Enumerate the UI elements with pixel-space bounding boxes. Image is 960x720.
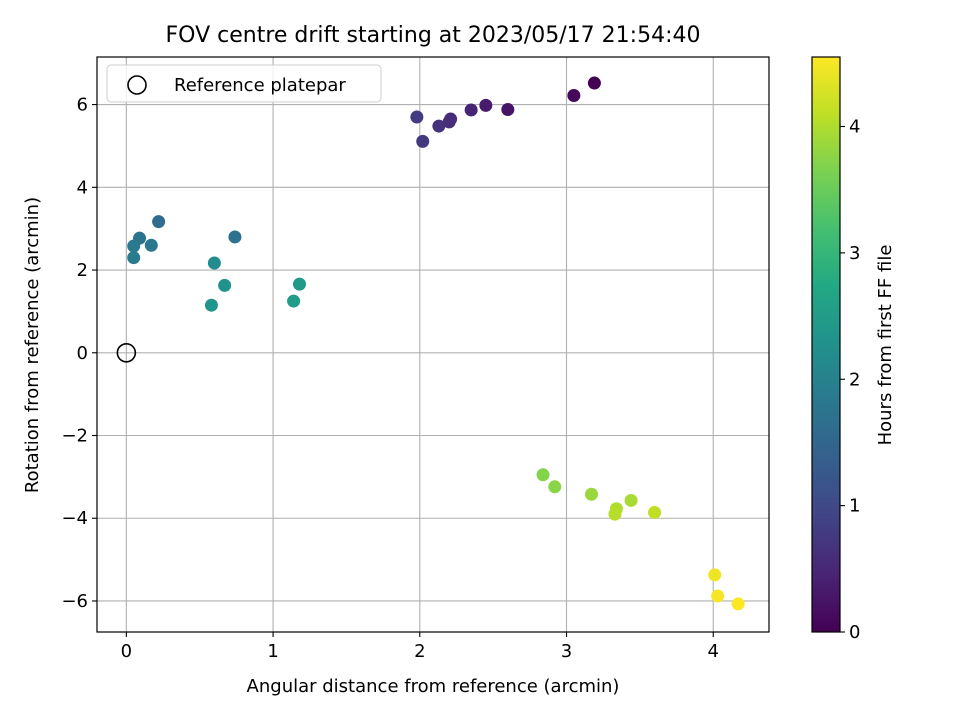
y-axis-ticks: −6 −4 −2 0 2 4 6 [61,95,97,612]
scatter-point [708,568,722,582]
x-axis-ticks: 0 1 2 3 4 [121,632,719,662]
x-tick-label: 1 [267,641,278,662]
scatter-point [432,119,446,133]
scatter-point [410,110,424,124]
colorbar-tick-label: 0 [849,622,860,643]
scatter-point [228,230,242,244]
scatter-point [442,115,456,129]
y-tick-label: −2 [61,426,88,447]
x-axis-label: Angular distance from reference (arcmin) [247,676,620,697]
scatter-point [416,134,430,148]
grid [97,57,769,632]
colorbar-tick-label: 1 [849,496,860,517]
y-tick-label: −6 [61,591,88,612]
scatter-point [711,589,725,603]
scatter-point [608,507,622,521]
colorbar-tick-label: 4 [849,117,860,138]
scatter-point [648,505,662,519]
scatter-point [479,98,493,112]
y-axis-label: Rotation from reference (arcmin) [22,197,43,493]
colorbar-ticks: 0 1 2 3 4 [840,117,860,643]
legend-box [106,64,382,103]
colorbar: 0 1 2 3 4 Hours from first FF file [811,56,896,643]
scatter-point [548,480,562,494]
scatter-point [127,251,141,265]
scatter-point [218,278,232,292]
y-tick-label: −4 [61,508,88,529]
y-tick-label: 4 [77,177,88,198]
x-tick-label: 2 [414,641,425,662]
x-tick-label: 4 [708,641,719,662]
scatter-point [207,256,221,270]
x-tick-label: 3 [561,641,572,662]
scatter-point [152,215,166,229]
scatter-point [501,103,515,117]
colorbar-tick-label: 2 [849,369,860,390]
data-points [127,76,745,611]
scatter-point [536,468,550,482]
chart-title: FOV centre drift starting at 2023/05/17 … [166,23,701,48]
legend-entry-reference: Reference platepar [174,75,346,96]
legend-marker-icon [127,75,147,95]
scatter-point [464,103,478,117]
colorbar-label: Hours from first FF file [875,245,896,446]
x-tick-label: 0 [121,641,132,662]
legend: Reference platepar [106,64,382,103]
scatter-point [584,487,598,501]
scatter-point [731,597,745,611]
y-tick-label: 0 [77,343,88,364]
reference-platepar-marker [116,342,137,363]
scatter-point [587,76,601,90]
scatter-point [624,493,638,507]
scatter-point [567,88,581,102]
y-tick-label: 6 [77,95,88,116]
colorbar-tick-label: 3 [849,243,860,264]
plot-frame [96,56,770,633]
colorbar-gradient [811,56,841,633]
scatter-point [144,238,158,252]
scatter-point [287,294,301,308]
scatter-point [292,277,306,291]
scatter-point [127,239,141,253]
scatter-point [204,298,218,312]
y-tick-label: 2 [77,260,88,281]
